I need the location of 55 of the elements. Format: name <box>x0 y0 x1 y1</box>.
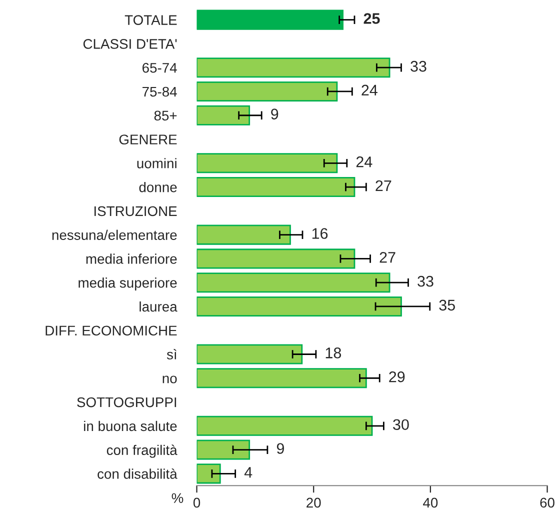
bar <box>196 272 390 293</box>
data-label: 24 <box>356 156 372 168</box>
data-label: 27 <box>380 252 396 263</box>
y-tick-label: con disabilità <box>98 468 178 479</box>
y-tick-label: ISTRUZIONE <box>94 206 177 216</box>
x-tick-label: 40 <box>423 498 438 508</box>
y-tick-label: GENERE <box>119 134 177 144</box>
data-label: 30 <box>393 419 409 430</box>
data-label: 16 <box>312 228 328 239</box>
y-tick-label: TOTALE <box>124 15 177 25</box>
bar <box>196 10 344 30</box>
bar <box>196 81 338 102</box>
bar <box>196 224 291 245</box>
data-label: 25 <box>364 13 380 24</box>
y-tick-label: CLASSI D'ETA' <box>83 39 177 49</box>
x-tick-label: 20 <box>306 498 321 508</box>
data-label: 9 <box>276 443 284 454</box>
bar <box>196 296 402 316</box>
bar <box>196 344 303 364</box>
bar <box>196 416 373 436</box>
y-tick-label: laurea <box>140 301 178 312</box>
y-tick-label: SOTTOGRUPPI <box>77 397 176 408</box>
bar <box>196 58 390 78</box>
x-tick-label: 0 <box>193 498 200 508</box>
y-tick-label: 85+ <box>154 110 177 121</box>
data-label: 9 <box>271 108 278 120</box>
bar <box>196 177 356 198</box>
y-tick-label: 75-84 <box>142 86 177 97</box>
data-label: 29 <box>389 371 405 382</box>
bar <box>196 248 356 269</box>
bar <box>196 440 250 460</box>
bar <box>196 464 221 484</box>
data-label: 33 <box>410 60 426 72</box>
data-label: 27 <box>376 180 392 191</box>
y-tick-label: DIFF. ECONOMICHE <box>46 326 177 336</box>
y-tick-label: sì <box>166 349 176 360</box>
x-tick-label: 60 <box>540 498 554 508</box>
x-axis-title: % <box>172 493 184 503</box>
y-tick-label: 65-74 <box>142 62 177 73</box>
data-label: 33 <box>418 276 434 287</box>
bar <box>196 368 367 388</box>
y-tick-label: media superiore <box>78 278 177 290</box>
data-label: 24 <box>362 84 378 96</box>
y-tick-label: uomini <box>137 158 176 168</box>
y-tick-label: no <box>162 376 177 384</box>
data-label: 4 <box>244 467 252 478</box>
bar <box>196 153 338 174</box>
y-tick-label: donne <box>139 182 177 192</box>
y-tick-label: con fragilità <box>106 444 178 458</box>
data-label: 18 <box>326 348 342 358</box>
data-label: 35 <box>439 300 455 311</box>
y-tick-label: in buona salute <box>84 420 177 432</box>
bar <box>196 105 250 126</box>
y-tick-label: nessuna/elementare <box>52 230 177 240</box>
y-tick-label: media inferiore <box>86 254 177 264</box>
